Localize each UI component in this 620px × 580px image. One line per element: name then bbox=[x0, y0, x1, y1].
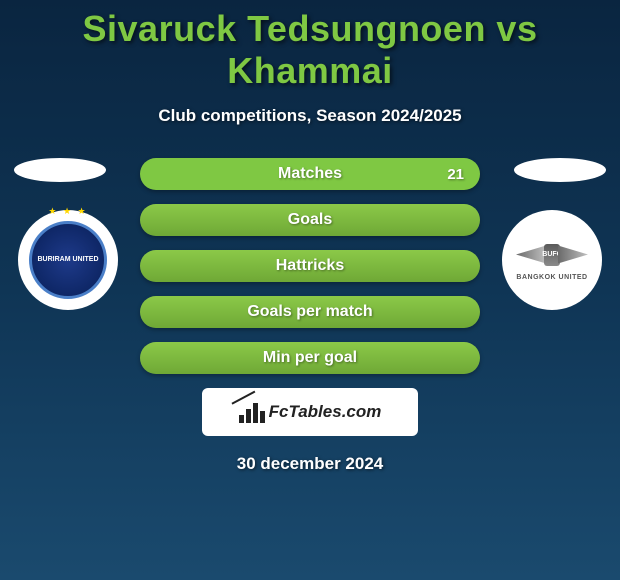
stat-row: Goals bbox=[140, 204, 480, 236]
wing-right-icon bbox=[558, 246, 588, 264]
right-team-badge: BUFC BANGKOK UNITED bbox=[502, 210, 602, 310]
buriram-badge-icon: ★ ★ ★ BURIRAM UNITED bbox=[29, 221, 107, 299]
right-player-ellipse bbox=[514, 158, 606, 182]
stat-label: Goals bbox=[288, 211, 332, 229]
stats-container: Matches 21 Goals Hattricks Goals per match Mi… bbox=[140, 158, 480, 374]
stat-label: Matches bbox=[278, 165, 342, 183]
left-team-badge: ★ ★ ★ BURIRAM UNITED bbox=[18, 210, 118, 310]
left-badge-text: BURIRAM UNITED bbox=[37, 256, 98, 264]
stat-value-right: 21 bbox=[447, 166, 464, 183]
fctables-logo-box[interactable]: FcTables.com bbox=[202, 388, 418, 436]
logo-bar-icon bbox=[260, 411, 265, 423]
content-area: ★ ★ ★ BURIRAM UNITED BUFC BANGKOK UNITED… bbox=[0, 158, 620, 474]
comparison-title: Sivaruck Tedsungnoen vs Khammai bbox=[0, 0, 620, 92]
right-badge-text: BANGKOK UNITED bbox=[516, 274, 587, 281]
wing-center-icon: BUFC bbox=[544, 244, 560, 266]
stat-row: Matches 21 bbox=[140, 158, 480, 190]
chart-icon bbox=[239, 401, 265, 423]
stat-label: Goals per match bbox=[247, 303, 372, 321]
bangkok-badge-icon: BUFC BANGKOK UNITED bbox=[516, 240, 588, 281]
season-subtitle: Club competitions, Season 2024/2025 bbox=[0, 106, 620, 126]
fctables-logo-text: FcTables.com bbox=[269, 402, 382, 422]
comparison-date: 30 december 2024 bbox=[0, 454, 620, 474]
stat-label: Hattricks bbox=[276, 257, 344, 275]
stat-row: Min per goal bbox=[140, 342, 480, 374]
badge-stars-icon: ★ ★ ★ bbox=[48, 206, 87, 217]
stat-row: Goals per match bbox=[140, 296, 480, 328]
left-player-ellipse bbox=[14, 158, 106, 182]
stat-row: Hattricks bbox=[140, 250, 480, 282]
stat-label: Min per goal bbox=[263, 349, 357, 367]
